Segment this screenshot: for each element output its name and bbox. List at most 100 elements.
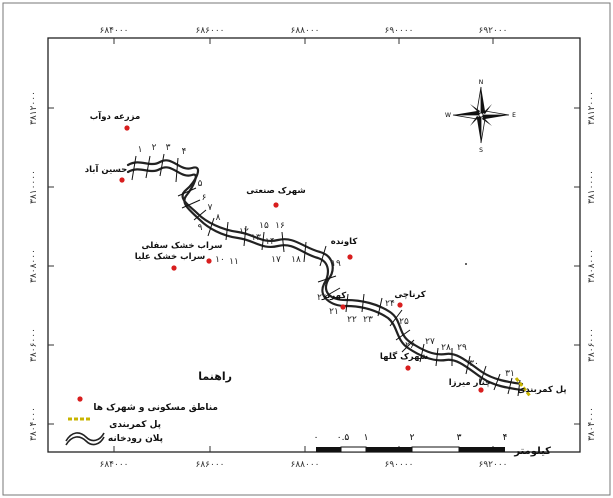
left-coord-4: ۳۸۰۶۰۰۰ [29,328,39,362]
legend-item-settlements: مناطق مسکونی و شهرک ها [93,403,218,413]
compass-s: S [479,147,483,154]
top-coord-1: ۶۸۴۰۰۰ [99,26,128,36]
section-number: ۳۱ [505,369,515,379]
left-coordinate-labels: ۳۸۱۲۰۰۰ ۳۸۱۰۰۰۰ ۳۸۰۸۰۰۰ ۳۸۰۶۰۰۰ ۳۸۰۴۰۰۰ [29,91,39,441]
section-number: ۲۶ [405,341,415,351]
settlement-dot [171,265,177,271]
section-number: ۱۱ [229,257,239,267]
map-speck [465,263,467,265]
settlement-label: کهریز [321,291,346,301]
section-number: ۱۷ [271,255,281,265]
scale-bar: ۰ ۰.۵ ۱ ۲ ۳ ۴ کیلومتر [314,433,552,457]
section-number: ۶ [202,193,207,203]
right-coord-1: ۳۸۱۲۰۰۰ [587,91,597,125]
settlement-dot [273,202,279,208]
section-number: ۲۴ [385,299,395,309]
settlement-dot [124,125,130,131]
section-number: ۲۳ [363,315,373,325]
ring-road-bridge [514,377,532,397]
section-number: ۱۹ [331,259,341,269]
top-coord-3: ۶۸۸۰۰۰ [290,26,319,36]
section-number: ۱۳ [251,233,261,243]
section-number: ۲۹ [457,343,467,353]
legend-item-bridge: پل کمربندی [109,420,161,430]
left-coord-2: ۳۸۱۰۰۰۰ [29,170,39,204]
settlement-points [119,125,484,393]
section-number: ۱۸ [291,255,301,265]
settlement-label: شهرک گلها [380,351,428,362]
bottom-coordinate-labels: ۶۸۴۰۰۰ ۶۸۶۰۰۰ ۶۸۸۰۰۰ ۶۹۰۰۰۰ ۶۹۲۰۰۰ [99,460,507,470]
section-number: ۱۲ [239,227,249,237]
settlement-dot [397,302,403,308]
river-wave-icon-inner [65,436,105,446]
settlement-label: چنار میرزا [449,378,491,388]
settlement-label: حسین آباد [85,163,128,175]
section-number: ۱۶ [275,221,285,231]
section-number: ۲۸ [441,343,451,353]
compass-w: W [445,112,451,119]
section-number: ۱۰ [215,255,225,265]
settlement-dot [119,177,125,183]
compass-e: E [512,112,516,119]
cross-section-lines [131,153,521,397]
section-number: ۸ [216,213,221,223]
section-number: ۲۰ [317,293,327,303]
section-number: ۲۱ [329,307,339,317]
section-number: ۳ [166,143,171,153]
settlement-label: کرناچی [394,290,425,300]
bottom-coord-3: ۶۸۸۰۰۰ [290,460,319,470]
bridge-label: پل کمربندی [517,385,566,395]
settlement-dot [347,254,353,260]
scale-tick-05: ۰.۵ [337,433,350,443]
compass-n: N [479,79,484,86]
left-coord-5: ۳۸۰۴۰۰۰ [29,407,39,441]
left-coord-3: ۳۸۰۸۰۰۰ [29,249,39,283]
scale-tick-4: ۴ [503,433,508,443]
right-coordinate-labels: ۳۸۱۲۰۰۰ ۳۸۱۰۰۰۰ ۳۸۰۸۰۰۰ ۳۸۰۶۰۰۰ ۳۸۰۴۰۰۰ [587,91,597,441]
section-number: ۱۵ [259,221,269,231]
section-number: ۳۰ [469,359,479,369]
section-number: ۲۲ [347,315,357,325]
scale-unit: کیلومتر [513,446,551,457]
left-coord-1: ۳۸۱۲۰۰۰ [29,91,39,125]
section-number-labels: ۱ ۲ ۳ ۴ ۵ ۶ ۷ ۸ ۹ ۱۰ ۱۱ ۱۲ ۱۳ ۱۴ ۱۵ ۱۶ ۱… [138,143,515,379]
settlement-label: مزرعه دوآب [90,110,140,122]
top-coord-4: ۶۹۰۰۰۰ [384,26,413,36]
section-number: ۹ [198,223,203,233]
right-coord-3: ۳۸۰۸۰۰۰ [587,249,597,283]
section-number: ۴ [182,147,187,157]
settlement-label: کاونده [331,237,358,247]
red-dot-icon [77,396,83,402]
right-coord-5: ۳۸۰۴۰۰۰ [587,407,597,441]
map-neatline [47,37,581,453]
top-coord-5: ۶۹۲۰۰۰ [478,26,507,36]
bottom-coord-1: ۶۸۴۰۰۰ [99,460,128,470]
legend-title: راهنما [198,370,232,383]
legend-item-river: پلان رودخانه [108,434,163,444]
top-coordinate-labels: ۶۸۴۰۰۰ ۶۸۶۰۰۰ ۶۸۸۰۰۰ ۶۹۰۰۰۰ ۶۹۲۰۰۰ [99,26,507,36]
right-coord-4: ۳۸۰۶۰۰۰ [587,328,597,362]
bottom-coord-5: ۶۹۲۰۰۰ [478,460,507,470]
legend: راهنما مناطق مسکونی و شهرک ها پل کمربندی… [65,370,232,446]
settlement-label: سراب خشک سفلی [141,241,222,251]
settlement-label: شهرک صنعتی [246,186,305,196]
bottom-coord-2: ۶۸۶۰۰۰ [195,460,224,470]
north-arrow-icon: N S E W [445,79,516,154]
section-number: ۵ [198,179,203,189]
scale-tick-1: ۱ [364,433,369,443]
settlement-dot [405,365,411,371]
settlement-dot [206,258,212,264]
settlement-dot [478,387,484,393]
section-number: ۷ [208,203,213,213]
section-number: ۲۵ [399,317,409,327]
section-number: ۱۴ [265,237,275,247]
river-wave-icon [65,432,105,442]
bottom-coord-4: ۶۹۰۰۰۰ [384,460,413,470]
section-number: ۲۷ [425,337,435,347]
top-coord-2: ۶۸۶۰۰۰ [195,26,224,36]
scale-tick-2: ۲ [410,433,415,443]
settlement-label: سراب خشک علیا [135,252,205,262]
scale-tick-0: ۰ [314,433,319,443]
settlement-dot [340,304,346,310]
